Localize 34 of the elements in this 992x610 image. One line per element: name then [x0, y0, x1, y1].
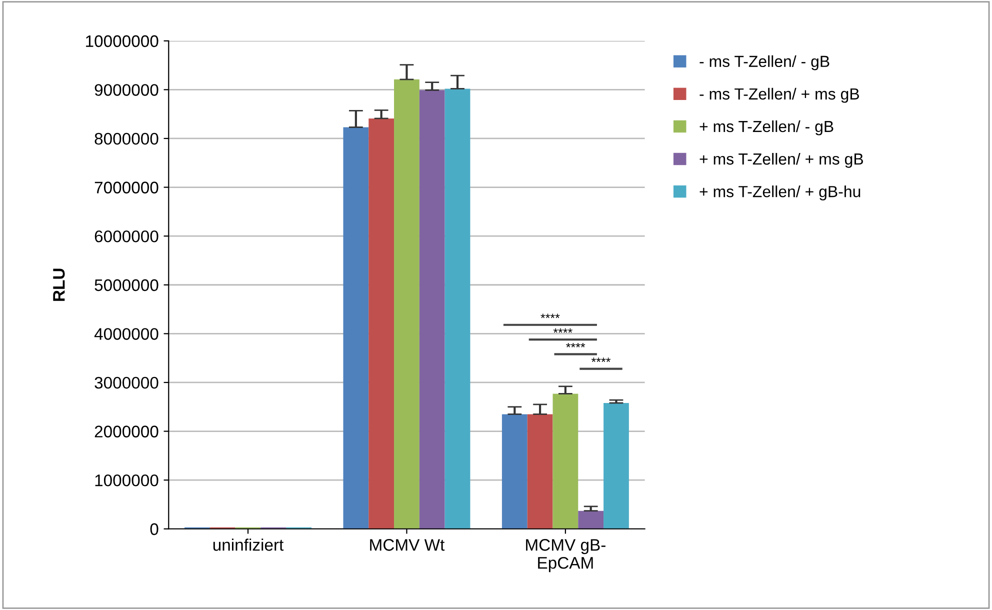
x-tick-label: MCMV Wt	[370, 539, 445, 551]
annotation: ****	[540, 314, 560, 318]
bar	[368, 118, 394, 529]
y-tick-label: 6000000	[94, 230, 158, 242]
annotation: ****	[591, 358, 611, 362]
legend-label: + ms T-Zellen/ + gB-hu	[700, 186, 860, 200]
y-tick-label: 10000000	[86, 35, 158, 48]
legend-label: - ms T-Zellen/ - gB	[700, 55, 830, 70]
bar	[552, 394, 578, 529]
bar	[502, 414, 528, 529]
x-tick-label: MCMV gB- EpCAM	[526, 539, 606, 572]
bar	[419, 90, 445, 529]
x-tick-label: uninfiziert	[213, 538, 284, 551]
annotation: ****	[553, 328, 572, 333]
bar	[527, 414, 553, 529]
bar	[578, 510, 604, 529]
legend-label: - ms T-Zellen/ + ms gB	[700, 88, 859, 103]
y-axis-title: RLU	[53, 268, 65, 301]
y-tick-label: 4000000	[94, 328, 158, 340]
y-tick-label: 8000000	[94, 132, 158, 145]
y-tick-label: 9000000	[94, 84, 158, 96]
y-tick-label: 7000000	[94, 182, 158, 194]
y-tick-label: 1000000	[95, 474, 158, 486]
legend-label: + ms T-Zellen/ + ms gB	[700, 152, 863, 168]
y-tick-label: 0	[150, 523, 158, 536]
y-tick-label: 2000000	[94, 426, 158, 438]
bar	[343, 127, 369, 529]
bar	[444, 88, 470, 529]
annotation: ****	[566, 342, 586, 348]
y-tick-label: 3000000	[94, 376, 158, 389]
bar	[604, 402, 629, 529]
y-tick-label: 5000000	[94, 279, 158, 292]
bar	[394, 79, 420, 529]
legend-label: + ms T-Zellen/ - gB	[700, 120, 834, 136]
